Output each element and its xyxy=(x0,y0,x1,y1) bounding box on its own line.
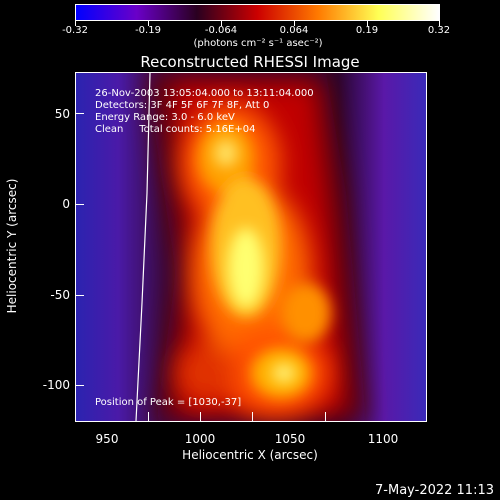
x-tick xyxy=(200,412,201,421)
image-title: Reconstructed RHESSI Image xyxy=(140,53,360,71)
info-energy-range: Energy Range: 3.0 - 6.0 keV xyxy=(95,112,235,123)
colorbar-tick-label: -0.32 xyxy=(62,25,88,36)
colorbar-tick xyxy=(148,21,149,26)
y-tick-label: -50 xyxy=(50,288,70,302)
colorbar-tick-label: 0.064 xyxy=(279,25,309,36)
solar-limb-line xyxy=(135,73,151,421)
timestamp: 7-May-2022 11:13 xyxy=(375,483,494,498)
y-tick-label: 50 xyxy=(54,107,70,121)
y-tick xyxy=(76,113,84,114)
y-tick xyxy=(76,385,84,386)
x-tick-label: 1050 xyxy=(274,432,306,446)
info-date-range: 26-Nov-2003 13:05:04.000 to 13:11:04.000 xyxy=(95,88,314,99)
colorbar-units: (photons cm⁻² s⁻¹ asec⁻²) xyxy=(193,38,323,49)
y-axis-title: Heliocentric Y (arcsec) xyxy=(5,178,19,314)
y-tick-label: -100 xyxy=(42,378,70,392)
colorbar-tick-label: -0.19 xyxy=(135,25,161,36)
x-tick xyxy=(252,412,253,421)
colorbar-tick-label: 0.19 xyxy=(355,25,379,36)
colorbar-tick-label: -0.064 xyxy=(204,25,238,36)
colorbar-tick xyxy=(439,21,440,26)
y-tick xyxy=(76,204,84,205)
colorbar-tick xyxy=(367,21,368,26)
colorbar-tick xyxy=(221,21,222,26)
colorbar-tick-label: 0.32 xyxy=(427,25,451,36)
y-tick-label: 0 xyxy=(62,197,70,211)
x-tick-label: 1000 xyxy=(184,432,216,446)
x-axis-title: Heliocentric X (arcsec) xyxy=(182,448,318,462)
flare-image-svg xyxy=(76,73,426,421)
x-tick xyxy=(148,412,149,421)
colorbar-tick xyxy=(75,21,76,26)
peak-position: Position of Peak = [1030,-37] xyxy=(95,397,242,408)
colorbar-tick xyxy=(294,21,295,26)
x-tick xyxy=(325,412,326,421)
emission-core xyxy=(214,139,296,383)
info-total-counts: Clean Total counts: 5.16E+04 xyxy=(95,124,256,135)
x-tick-label: 1100 xyxy=(367,432,399,446)
solar-image xyxy=(75,72,427,422)
colorbar xyxy=(75,4,440,21)
info-detectors: Detectors: 3F 4F 5F 6F 7F 8F, Att 0 xyxy=(95,100,270,111)
y-tick xyxy=(76,295,84,296)
x-tick-label: 950 xyxy=(95,432,119,446)
